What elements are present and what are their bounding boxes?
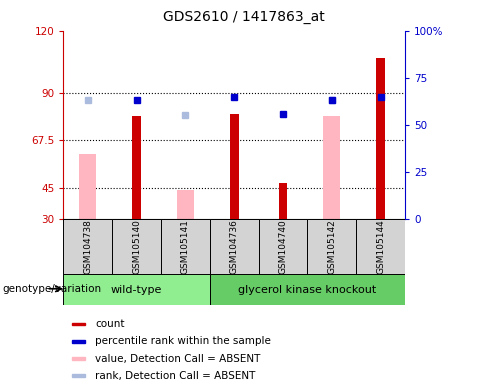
Bar — [210, 274, 405, 305]
Text: glycerol kinase knockout: glycerol kinase knockout — [238, 285, 377, 295]
Bar — [356, 219, 405, 275]
Bar — [177, 190, 194, 219]
Bar — [279, 183, 287, 219]
Bar — [80, 154, 97, 219]
Bar — [72, 357, 85, 360]
Text: GDS2610 / 1417863_at: GDS2610 / 1417863_at — [163, 10, 325, 23]
Text: percentile rank within the sample: percentile rank within the sample — [95, 336, 271, 346]
Bar — [259, 219, 307, 275]
Text: GSM105140: GSM105140 — [132, 219, 141, 274]
Bar — [323, 116, 340, 219]
Bar — [230, 114, 239, 219]
Bar — [161, 219, 210, 275]
Bar — [132, 116, 141, 219]
Text: GSM104736: GSM104736 — [230, 219, 239, 274]
Text: genotype/variation: genotype/variation — [2, 284, 102, 294]
Text: GSM105144: GSM105144 — [376, 219, 385, 274]
Bar — [112, 219, 161, 275]
Text: rank, Detection Call = ABSENT: rank, Detection Call = ABSENT — [95, 371, 256, 381]
Text: GSM104740: GSM104740 — [279, 219, 287, 274]
Text: GSM105141: GSM105141 — [181, 219, 190, 274]
Text: GSM104738: GSM104738 — [83, 219, 92, 274]
Bar — [376, 58, 385, 219]
Text: GSM105142: GSM105142 — [327, 219, 336, 274]
Text: wild-type: wild-type — [111, 285, 163, 295]
Bar — [72, 340, 85, 343]
Bar — [63, 274, 210, 305]
Bar — [210, 219, 259, 275]
Bar — [63, 219, 112, 275]
Text: count: count — [95, 319, 124, 329]
Bar — [307, 219, 356, 275]
Bar — [72, 374, 85, 377]
Bar — [72, 323, 85, 325]
Text: value, Detection Call = ABSENT: value, Detection Call = ABSENT — [95, 354, 261, 364]
